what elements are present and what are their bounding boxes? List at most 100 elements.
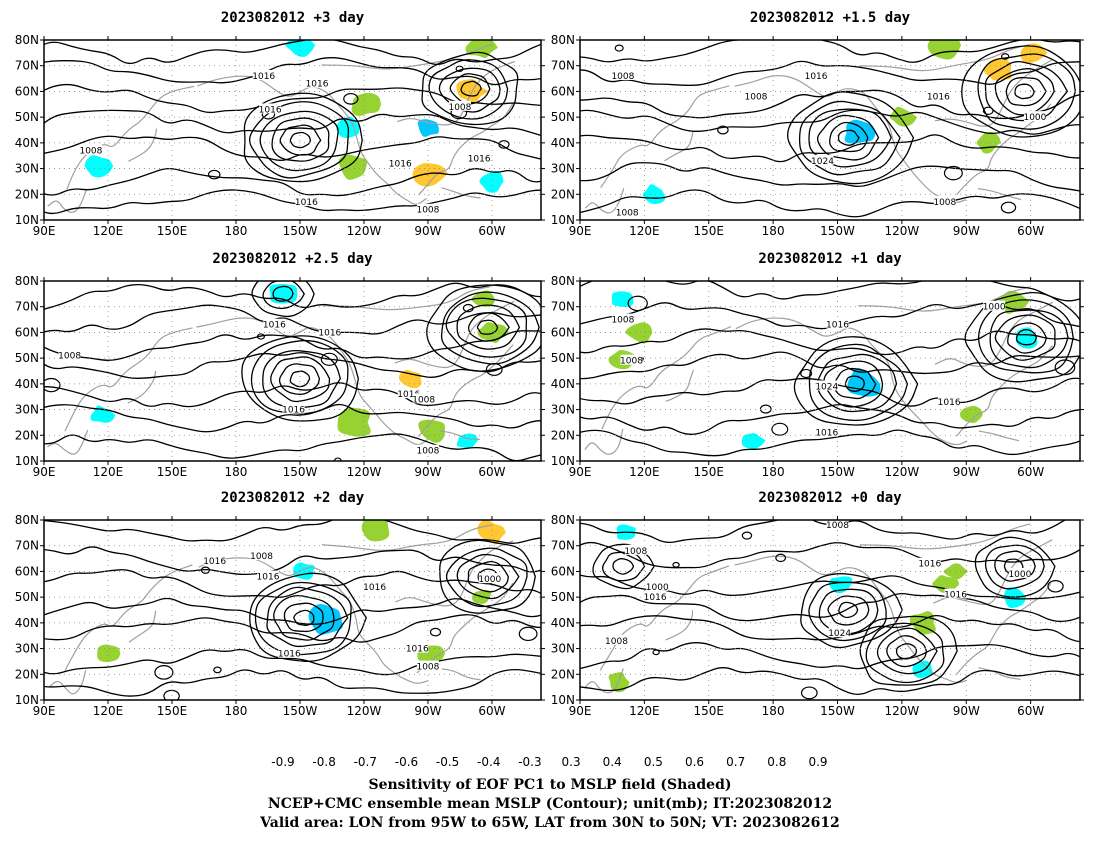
contour-label: 1000: [1008, 570, 1031, 580]
lat-tick-label: 70N: [15, 539, 39, 553]
lat-tick-label: 20N: [15, 667, 39, 681]
isobar-ring: [445, 547, 528, 608]
lon-tick-label: 180: [225, 465, 248, 479]
lon-tick-label: 150E: [157, 224, 188, 238]
isobar-ring: [800, 573, 903, 649]
lon-tick-label: 120E: [93, 465, 124, 479]
contour-label-bg: [259, 103, 282, 114]
isobar-ring: [271, 117, 330, 162]
coastline: [665, 369, 694, 402]
isobar-line: [44, 57, 541, 86]
map-frame: [43, 519, 542, 701]
isobar-ring: [876, 627, 938, 675]
colorbar-tick-label: -0.9: [271, 755, 295, 769]
contour-label-bg: [933, 196, 956, 206]
coastline: [665, 610, 694, 641]
lat-tick-label: 80N: [15, 274, 39, 288]
lat-tick-label: 40N: [15, 616, 39, 630]
lat-tick-label: 20N: [551, 187, 575, 201]
isobar-line: [44, 282, 541, 310]
isobar-line: [580, 328, 1080, 356]
lat-tick-label: 80N: [551, 513, 575, 527]
lon-tick-label: 90W: [414, 224, 441, 238]
isobar-line: [580, 162, 1080, 192]
contour-label-bg: [406, 642, 429, 653]
isobar-ring: [270, 356, 331, 403]
coastline: [599, 565, 730, 671]
isobar-ring: [838, 601, 859, 619]
isobar-line: [580, 667, 1080, 695]
lat-tick-label: 20N: [551, 428, 575, 442]
colorbar-tick-label: -0.4: [477, 755, 501, 769]
isobar-ring: [808, 581, 887, 642]
colorbar-tick-label: 0.7: [726, 755, 746, 769]
lon-tick-label: 90E: [33, 224, 56, 238]
isobar-line: [44, 189, 541, 215]
isobar-ring: [421, 51, 519, 126]
isobar-loop: [320, 352, 338, 366]
lon-tick-label: 60W: [1017, 704, 1044, 718]
lon-tick-label: 120E: [629, 224, 660, 238]
contour-label: 1008: [79, 147, 102, 157]
lon-tick-label: 90E: [569, 224, 592, 238]
contour-label-bg: [318, 326, 341, 337]
lon-tick-label: 90W: [953, 224, 980, 238]
sensitivity-patch-5: [1015, 327, 1038, 349]
isobar-ring: [1015, 329, 1037, 346]
isobar-ring: [272, 285, 294, 302]
isobar-loop: [982, 106, 994, 115]
panel-title: 2023082012 +2.5 day: [212, 251, 373, 267]
isobar-line: [580, 377, 1080, 407]
isobar-ring: [293, 609, 315, 626]
contour-label-bg: [620, 354, 643, 365]
contour-label-bg: [944, 588, 967, 599]
contour-label-bg: [624, 544, 647, 555]
lat-tick-label: 40N: [15, 136, 39, 150]
isobar-ring: [984, 61, 1069, 122]
coastline: [127, 370, 157, 404]
lon-tick-label: 90E: [33, 704, 56, 718]
isobar-loop: [1000, 53, 1010, 60]
map-panel-2: 1016 1016 1008 1008 1024 1000 1008 1008 90E 120E 1…: [551, 10, 1084, 238]
contour-label: 1016: [203, 557, 226, 567]
lon-tick-label: 120W: [884, 465, 919, 479]
isobar-ring: [251, 281, 315, 318]
lat-tick-label: 10N: [15, 213, 39, 227]
contour-label: 1000: [983, 303, 1006, 313]
contour-label: 1016: [363, 583, 386, 593]
contour-label-bg: [811, 154, 834, 165]
coastline: [601, 325, 732, 430]
sensitivity-patch-3: [338, 154, 368, 180]
map-frame: [579, 39, 1081, 221]
contour-label: 1008: [605, 637, 628, 647]
sensitivity-patch-1: [285, 40, 316, 57]
isobar-line: [580, 520, 1067, 543]
isobar-ring: [1007, 322, 1047, 354]
colorbar-tick-label: 0.6: [684, 755, 705, 769]
lat-tick-label: 60N: [15, 564, 39, 578]
lat-tick-label: 70N: [551, 59, 575, 73]
isobar-loop: [256, 333, 265, 340]
lon-tick-label: 90W: [953, 704, 980, 718]
lon-tick-label: 150E: [157, 704, 188, 718]
coastline: [859, 44, 1031, 72]
contour-label: 1000: [478, 575, 501, 585]
contour-label: 1024: [815, 382, 838, 392]
contour-label: 1008: [745, 93, 768, 103]
contour-label: 1008: [826, 521, 849, 531]
contour-label: 1016: [252, 72, 275, 82]
sensitivity-patch-2: [361, 520, 390, 542]
isobar-ring: [994, 314, 1056, 361]
isobar-ring: [895, 643, 918, 660]
coastline: [439, 430, 480, 440]
coastline: [934, 301, 1054, 367]
coastline: [734, 75, 966, 203]
isobar-loop: [717, 125, 729, 135]
isobar-ring: [456, 553, 520, 600]
coastline: [664, 130, 694, 162]
contour-label: 1016: [406, 645, 429, 655]
lon-tick-label: 120E: [93, 224, 124, 238]
contour-label: 1016: [938, 398, 961, 408]
